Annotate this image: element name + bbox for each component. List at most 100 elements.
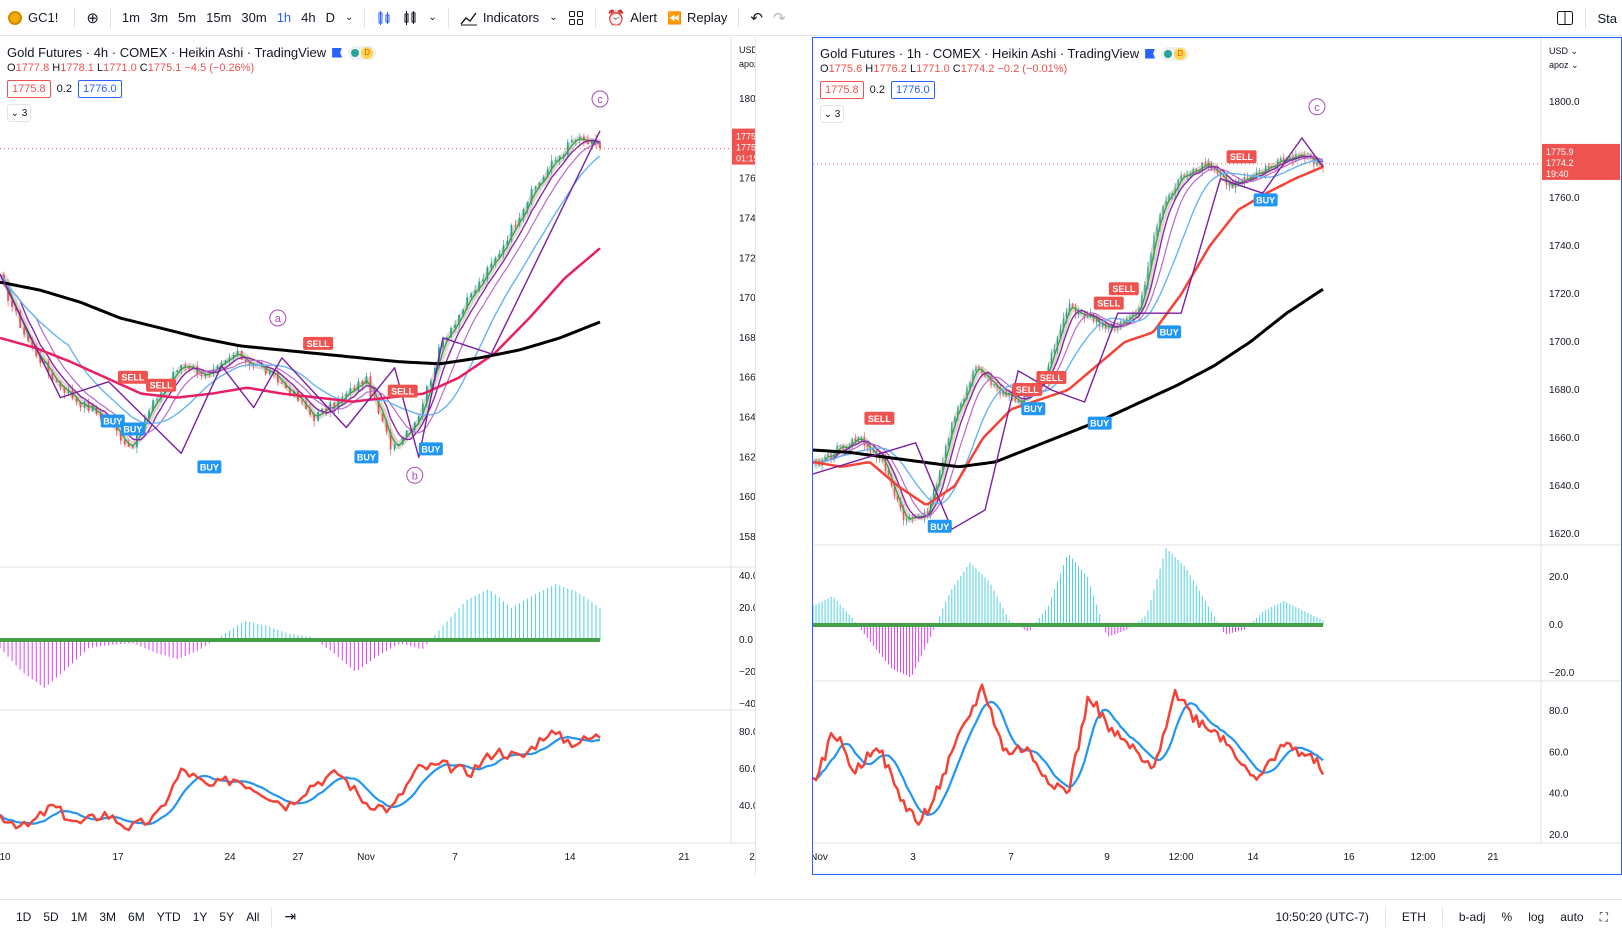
market-status-dots: D [1161, 46, 1190, 61]
range-3m[interactable]: 3M [99, 909, 117, 924]
chart-canvas-1h[interactable]: 1800.01780.01760.01740.01720.01700.01680… [813, 38, 1621, 874]
indicators-button[interactable]: Indicators [455, 4, 544, 32]
flag-icon[interactable] [1145, 48, 1156, 59]
oscillator-tick-label: 40.0 [739, 571, 756, 582]
session-toggle[interactable]: ETH [1401, 910, 1426, 924]
clock-time[interactable]: 10:50:20 (UTC-7) [1275, 910, 1369, 924]
interval-15m[interactable]: 15m [206, 10, 232, 25]
range-ytd[interactable]: YTD [156, 909, 181, 924]
interval-dropdown[interactable]: ⌄ [340, 4, 358, 32]
sell-signal-label: SELL [1230, 152, 1254, 162]
rsi-tick-label: 60.0 [739, 764, 756, 775]
price-tick-label: 1800.0 [1549, 97, 1580, 108]
time-tick-label: 16 [1343, 852, 1355, 863]
interval-1m[interactable]: 1m [121, 10, 140, 25]
symbol-search[interactable]: GC1! [0, 0, 68, 35]
unit-selector[interactable]: apoz ⌄ [739, 59, 756, 69]
replay-button[interactable]: ⏪ Replay [662, 4, 732, 32]
wave-label-circle [269, 309, 287, 327]
interval-d[interactable]: D [325, 10, 336, 25]
adjustment-toggle[interactable]: b-adj [1458, 910, 1486, 924]
buy-signal-tag [120, 422, 145, 436]
interval-3m[interactable]: 3m [149, 10, 169, 25]
high-value: 1778.1 [60, 62, 94, 74]
candle-body [981, 369, 983, 374]
buy-signal-label: BUY [123, 424, 142, 434]
candle-body [425, 386, 428, 404]
candle-body [119, 430, 122, 441]
chart-type-dropdown[interactable]: ⌄ [423, 4, 441, 32]
candle-body [397, 443, 400, 445]
candle-body [131, 446, 134, 448]
chart-type-button[interactable] [397, 4, 423, 32]
fullscreen-button[interactable]: ⛶ [1594, 910, 1614, 925]
oscillator-tick-label: 0.0 [739, 635, 753, 646]
log-toggle[interactable]: log [1528, 910, 1545, 924]
price-tick-label: 1680.0 [1549, 385, 1580, 396]
ma-purple [813, 155, 1324, 519]
templates-button[interactable] [563, 4, 589, 32]
range-all[interactable]: All [246, 909, 260, 924]
chart-canvas-4h[interactable]: 1800.0 17 80.0 1760.0 1740.0 1720.0 1700.0 1680… [0, 37, 756, 875]
candle-body [518, 217, 521, 226]
range-5y[interactable]: 5Y [219, 909, 235, 924]
indicators-collapse-button[interactable]: ⌄ 3 [820, 105, 844, 123]
price-tick-label: 1660.0 [739, 373, 756, 384]
sell-price-button[interactable]: 1775.8 [820, 81, 864, 99]
buy-price-button[interactable]: 1776.0 [890, 81, 935, 99]
range-5d[interactable]: 5D [43, 909, 59, 924]
sell-price-button[interactable]: 1775.8 [7, 80, 51, 98]
interval-5m[interactable]: 5m [178, 10, 197, 25]
candle-body [232, 354, 235, 358]
buy-price-button[interactable]: 1776.0 [77, 80, 122, 98]
buy-signal-tag [418, 442, 443, 456]
candle-body [482, 279, 485, 282]
range-1y[interactable]: 1Y [192, 909, 208, 924]
interval-4h[interactable]: 4h [301, 10, 316, 25]
candle-body [827, 454, 829, 457]
candle-body [839, 445, 841, 447]
candle-body [1316, 159, 1318, 166]
currency-selector[interactable]: USD ⌄ [739, 45, 756, 55]
candle-body [538, 182, 541, 187]
bar-style-button[interactable] [371, 4, 397, 32]
candle-body [542, 176, 545, 183]
unit-selector[interactable]: apoz ⌄ [1549, 60, 1579, 70]
range-6m[interactable]: 6M [128, 909, 145, 924]
range-1d[interactable]: 1D [16, 909, 32, 924]
redo-button[interactable]: ↷ [768, 4, 791, 32]
candle-body [1159, 214, 1161, 227]
range-1m[interactable]: 1M [70, 909, 88, 924]
candle-body [19, 311, 22, 328]
candle-body [289, 387, 291, 396]
buy-signal-label: BUY [1090, 419, 1109, 429]
auto-toggle[interactable]: auto [1560, 910, 1584, 924]
currency-selector[interactable]: USD ⌄ [1549, 46, 1578, 56]
start-button[interactable]: Sta [1597, 10, 1617, 26]
chart-pane-4h[interactable]: 1800.0 17 80.0 1760.0 1740.0 1720.0 1700.0 1680… [0, 37, 756, 875]
layout-button[interactable] [1551, 4, 1579, 32]
top-toolbar: GC1! ⊕ 1m 3m 5m 15m 30m 1h 4h D ⌄ ⌄ Indicators … [0, 0, 1622, 36]
candle-body [502, 245, 505, 255]
candle-body [462, 309, 464, 315]
interval-1h[interactable]: 1h [276, 10, 292, 25]
indicators-collapse-button[interactable]: ⌄ 3 [7, 104, 31, 122]
percent-toggle[interactable]: % [1501, 910, 1513, 924]
flag-icon[interactable] [332, 47, 343, 58]
date-range-button[interactable]: ⇥ [278, 908, 302, 925]
chart-pane-1h[interactable]: 1800.01780.01760.01740.01720.01700.01680… [812, 37, 1622, 875]
indicators-dropdown[interactable]: ⌄ [544, 4, 562, 32]
candle-body [458, 314, 460, 325]
candle-body [887, 470, 890, 475]
alert-button[interactable]: ⏰ Alert [602, 4, 662, 32]
separator [738, 7, 740, 28]
candle-body [123, 440, 126, 445]
undo-button[interactable]: ↶ [745, 4, 768, 32]
add-symbol-button[interactable]: ⊕ [81, 4, 104, 32]
interval-30m[interactable]: 30m [241, 10, 267, 25]
alarm-clock-icon: ⏰ [606, 9, 626, 27]
rsi-tick-label: 40.0 [1549, 789, 1569, 800]
candle-body [55, 381, 58, 383]
bar-countdown: 01:19:40 [736, 154, 756, 164]
candle-body [1168, 194, 1170, 201]
